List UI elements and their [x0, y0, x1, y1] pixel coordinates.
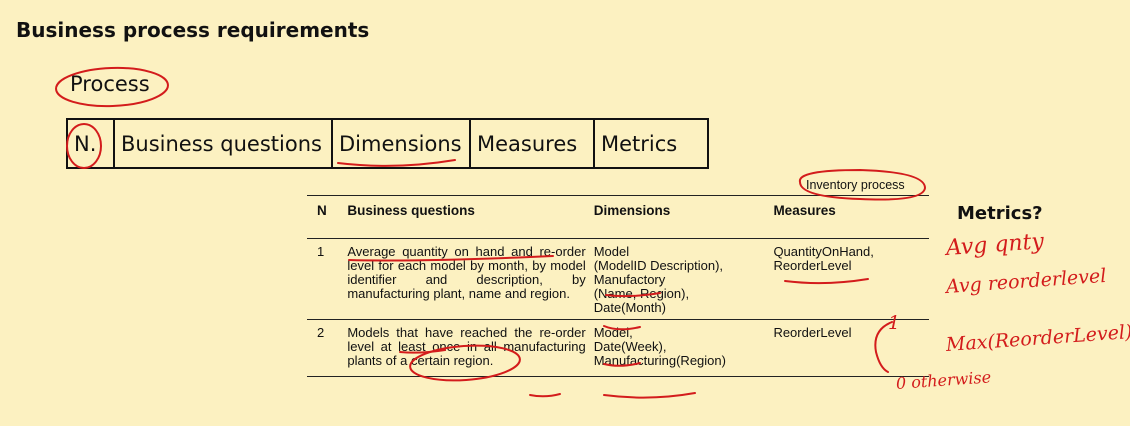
measure-line: ReorderLevel [773, 258, 852, 273]
inventory-table-header-row: N Business questions Dimensions Measures [307, 195, 929, 239]
col-header-dimensions: Dimensions [589, 195, 770, 239]
handwritten-note-one: 1 [888, 312, 901, 334]
process-label: Process [70, 72, 150, 96]
row-question: Models that have reached the re-order le… [343, 319, 590, 377]
metrics-question-label: Metrics? [957, 203, 1043, 224]
handwritten-note-max-reorder: Max(ReorderLevel) [945, 320, 1130, 356]
requirements-header-table: N. Business questions Dimensions Measure… [66, 118, 709, 169]
row-dimensions: Model (ModelID Description), Manufactory… [589, 238, 770, 320]
inventory-table: N Business questions Dimensions Measures… [307, 195, 929, 377]
header-cell-business-questions: Business questions [115, 120, 333, 167]
header-cell-n: N. [68, 120, 115, 167]
col-header-measures: Measures [769, 195, 929, 239]
table-row: 2 Models that have reached the re-order … [307, 319, 929, 377]
row-measures: ReorderLevel [769, 319, 929, 377]
col-header-n: N [307, 195, 344, 239]
handwritten-note-avg-reorder: Avg reorderlevel [945, 264, 1107, 298]
row-measures: QuantityOnHand, ReorderLevel [769, 238, 929, 320]
dimension-line: Model [593, 244, 630, 259]
dimension-line: (ModelID Description), [593, 258, 724, 273]
row-question: Average quantity on hand and re-order le… [343, 238, 590, 320]
inventory-caption: Inventory process [806, 178, 905, 192]
row-dimensions: Model, Date(Week), Manufacturing(Region) [589, 319, 770, 377]
measure-line: ReorderLevel [773, 325, 852, 340]
dimension-line: Manufactory [593, 272, 666, 287]
header-cell-dimensions: Dimensions [333, 120, 471, 167]
row-number: 1 [307, 238, 344, 320]
handwritten-note-avg-qty: Avg qnty [945, 229, 1045, 261]
certain-underline [529, 393, 561, 398]
col-header-questions: Business questions [343, 195, 590, 239]
slide-title: Business process requirements [16, 18, 370, 42]
row-number: 2 [307, 319, 344, 377]
table-row: 1 Average quantity on hand and re-order … [307, 238, 929, 320]
dimension-line: (Name, Region), [593, 286, 690, 301]
dims-underline-4 [603, 392, 696, 399]
measure-line: QuantityOnHand, [773, 244, 874, 259]
header-cell-metrics: Metrics [601, 131, 678, 156]
header-cell-measures: Measures [471, 120, 595, 167]
dimension-line: Date(Week), [593, 339, 667, 354]
dimension-line: Date(Month) [593, 300, 666, 315]
dimension-line: Manufacturing(Region) [593, 353, 726, 368]
dimension-line: Model, [593, 325, 633, 340]
